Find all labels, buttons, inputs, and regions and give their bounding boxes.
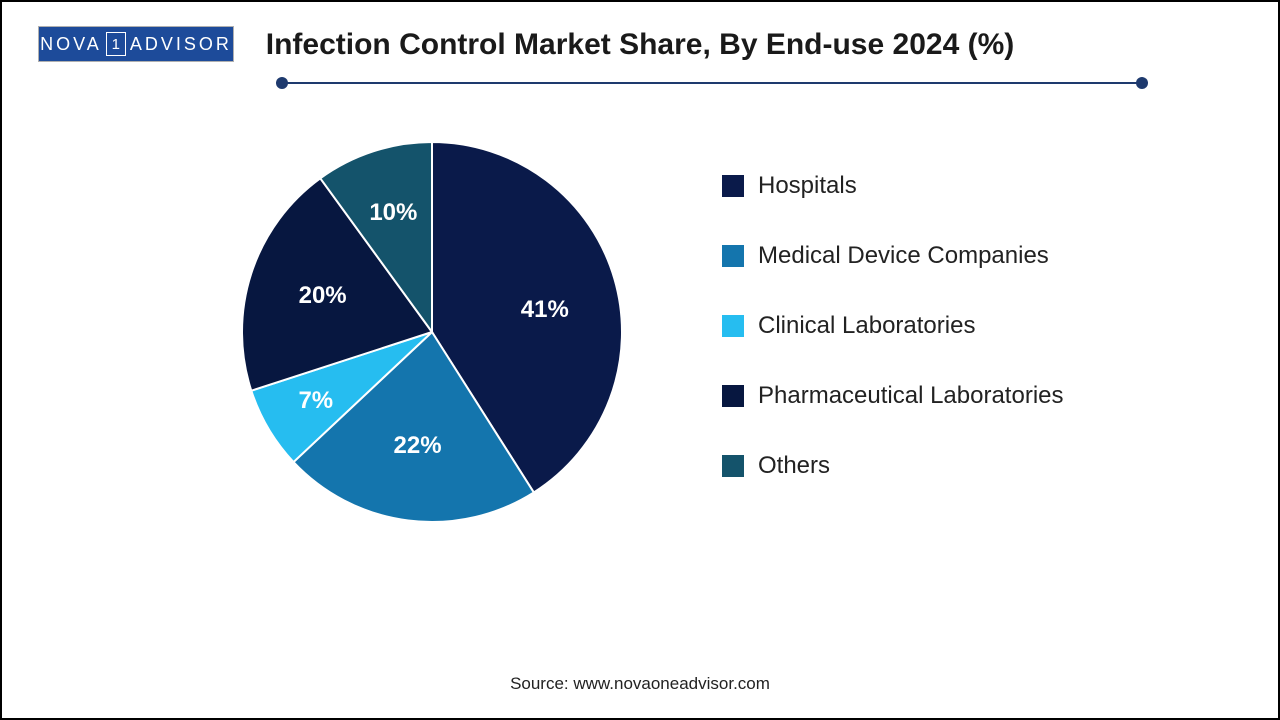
legend-label: Hospitals [758, 172, 857, 200]
legend-item: Hospitals [722, 172, 1064, 200]
legend-label: Clinical Laboratories [758, 312, 975, 340]
legend-swatch [722, 315, 744, 337]
legend-label: Medical Device Companies [758, 242, 1049, 270]
pie-slice-label: 20% [299, 282, 347, 310]
legend-item: Clinical Laboratories [722, 312, 1064, 340]
legend-item: Others [722, 452, 1064, 480]
legend-swatch [722, 175, 744, 197]
legend-label: Pharmaceutical Laboratories [758, 382, 1064, 410]
legend-item: Pharmaceutical Laboratories [722, 382, 1064, 410]
chart-frame: NOVA 1 ADVISOR Infection Control Market … [0, 0, 1280, 720]
legend-item: Medical Device Companies [722, 242, 1064, 270]
legend-swatch [722, 385, 744, 407]
chart-title: Infection Control Market Share, By End-u… [2, 28, 1278, 62]
title-underline [282, 76, 1142, 90]
legend-swatch [722, 245, 744, 267]
pie-slice-label: 22% [394, 432, 442, 460]
pie-slice-label: 41% [521, 296, 569, 324]
pie-chart: 41% 22% 7% 20% 10% [232, 132, 632, 532]
pie-slice-label: 10% [369, 199, 417, 227]
source-text: Source: www.novaoneadvisor.com [2, 674, 1278, 694]
pie-svg [232, 132, 632, 532]
underline-dot-left [276, 77, 288, 89]
legend-label: Others [758, 452, 830, 480]
underline-line [282, 82, 1142, 84]
legend-swatch [722, 455, 744, 477]
legend: Hospitals Medical Device Companies Clinica… [722, 172, 1064, 480]
pie-slice-label: 7% [298, 387, 333, 415]
underline-dot-right [1136, 77, 1148, 89]
